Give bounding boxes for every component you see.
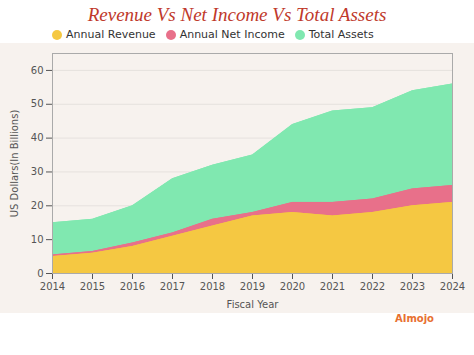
svg-text:US Dollars(In Billions): US Dollars(In Billions) [9, 110, 20, 218]
html-text:Revenue Vs Net Income Vs Total: Revenue Vs Net Income Vs Total Assets [87, 4, 387, 25]
svg-text:2022: 2022 [360, 281, 385, 292]
svg-text:60: 60 [31, 65, 44, 76]
svg-text:40: 40 [31, 132, 44, 143]
svg-text:20: 20 [31, 200, 44, 211]
html-text:Annual Net Income: Annual Net Income [179, 28, 285, 41]
svg-text:2015: 2015 [80, 281, 105, 292]
html-text:AImojo: AImojo [394, 313, 434, 324]
svg-text:2019: 2019 [240, 281, 265, 292]
svg-text:2024: 2024 [440, 281, 465, 292]
svg-text:Fiscal Year: Fiscal Year [227, 299, 280, 310]
svg-text:30: 30 [31, 166, 44, 177]
svg-text:10: 10 [31, 234, 44, 245]
svg-text:2017: 2017 [160, 281, 185, 292]
svg-text:2018: 2018 [200, 281, 225, 292]
svg-text:2021: 2021 [320, 281, 345, 292]
svg-text:50: 50 [31, 98, 44, 109]
html-text:Annual Revenue: Annual Revenue [66, 28, 156, 41]
svg-text:2014: 2014 [40, 281, 65, 292]
svg-text:2023: 2023 [400, 281, 425, 292]
svg-text:2016: 2016 [120, 281, 145, 292]
svg-text:2020: 2020 [280, 281, 305, 292]
html-text:Total Assets: Total Assets [308, 28, 374, 41]
svg-text:0: 0 [37, 268, 43, 279]
